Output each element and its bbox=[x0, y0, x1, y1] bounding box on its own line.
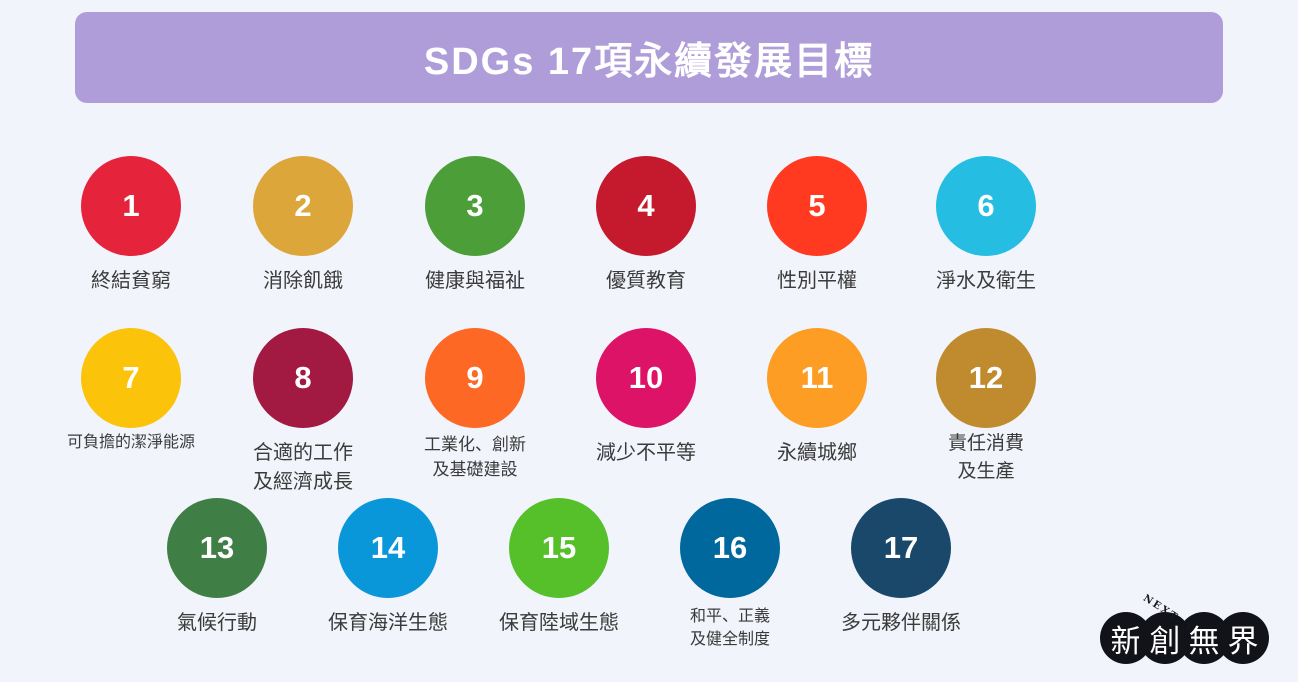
goal-label: 淨水及衛生 bbox=[936, 270, 1036, 292]
goal-number: 2 bbox=[294, 188, 312, 223]
sdg-goal: 8 合適的工作 及經濟成長 bbox=[213, 328, 393, 497]
goal-number: 3 bbox=[466, 188, 484, 223]
header-banner: SDGs 17項永續發展目標 bbox=[75, 12, 1223, 103]
goal-circle: 2 bbox=[253, 156, 353, 256]
brand-logo-character: 無 bbox=[1178, 612, 1230, 664]
goal-circle: 8 bbox=[253, 328, 353, 428]
goal-number: 4 bbox=[637, 188, 655, 223]
goal-circle: 6 bbox=[936, 156, 1036, 256]
page-title: SDGs 17項永續發展目標 bbox=[423, 41, 875, 83]
goal-circle: 11 bbox=[767, 328, 867, 428]
brand-logo-circles: 新創無界 bbox=[1100, 612, 1276, 664]
goal-number: 11 bbox=[800, 360, 834, 395]
sdg-goal: 9 工業化、創新 及基礎建設 bbox=[385, 328, 565, 482]
goal-circle: 5 bbox=[767, 156, 867, 256]
goal-label: 責任消費 及生產 bbox=[947, 433, 1024, 482]
goal-circle: 16 bbox=[680, 498, 780, 598]
sdg-goal: 14 保育海洋生態 bbox=[298, 498, 478, 638]
goal-circle: 12 bbox=[936, 328, 1036, 428]
brand-logo: NEXT. V 新創無界 bbox=[1100, 593, 1276, 668]
goal-label: 工業化、創新 及基礎建設 bbox=[424, 435, 526, 479]
sdg-goal: 10 減少不平等 bbox=[556, 328, 736, 468]
brand-logo-character: 創 bbox=[1139, 612, 1191, 664]
goal-circle: 4 bbox=[596, 156, 696, 256]
goal-number: 17 bbox=[883, 530, 919, 565]
sdg-goal: 6 淨水及衛生 bbox=[896, 156, 1076, 296]
goal-circle: 7 bbox=[81, 328, 181, 428]
sdg-goal: 1 終結貧窮 bbox=[41, 156, 221, 296]
goal-label: 永續城鄉 bbox=[777, 442, 857, 464]
goal-number: 7 bbox=[122, 360, 140, 395]
sdg-goal: 13 氣候行動 bbox=[127, 498, 307, 638]
goal-number: 13 bbox=[199, 530, 235, 565]
goal-circle: 3 bbox=[425, 156, 525, 256]
goal-number: 15 bbox=[541, 530, 577, 565]
goal-label: 消除飢餓 bbox=[263, 270, 343, 292]
goal-label: 合適的工作 及經濟成長 bbox=[253, 442, 353, 493]
goal-circle: 14 bbox=[338, 498, 438, 598]
sdg-goal: 7 可負擔的潔淨能源 bbox=[41, 328, 221, 454]
goal-number: 10 bbox=[628, 360, 664, 395]
goal-circle: 13 bbox=[167, 498, 267, 598]
goal-label: 可負擔的潔淨能源 bbox=[66, 434, 195, 451]
goal-label: 保育陸域生態 bbox=[499, 612, 619, 634]
goal-label: 和平、正義 及健全制度 bbox=[689, 608, 770, 649]
goal-number: 9 bbox=[466, 360, 484, 395]
goal-number: 5 bbox=[808, 188, 826, 223]
goal-label: 多元夥伴關係 bbox=[841, 612, 961, 634]
goal-number: 14 bbox=[370, 530, 406, 565]
goal-label: 優質教育 bbox=[606, 270, 686, 292]
goal-label: 健康與福祉 bbox=[425, 270, 525, 292]
brand-logo-character: 界 bbox=[1217, 612, 1269, 664]
goal-circle: 17 bbox=[851, 498, 951, 598]
sdg-goal: 17 多元夥伴關係 bbox=[811, 498, 991, 638]
goal-circle: 10 bbox=[596, 328, 696, 428]
goal-number: 6 bbox=[977, 188, 995, 223]
sdg-goal: 5 性別平權 bbox=[727, 156, 907, 296]
goal-number: 8 bbox=[294, 360, 312, 395]
goal-number: 12 bbox=[968, 360, 1004, 395]
sdg-goal: 4 優質教育 bbox=[556, 156, 736, 296]
sdg-goal: 2 消除飢餓 bbox=[213, 156, 393, 296]
goal-label: 性別平權 bbox=[777, 270, 857, 292]
sdg-goal: 11 永續城鄉 bbox=[727, 328, 907, 468]
goal-circle: 1 bbox=[81, 156, 181, 256]
goal-circle: 9 bbox=[425, 328, 525, 428]
sdg-goal: 3 健康與福祉 bbox=[385, 156, 565, 296]
goal-circle: 15 bbox=[509, 498, 609, 598]
goal-label: 終結貧窮 bbox=[91, 270, 171, 292]
goal-number: 16 bbox=[712, 530, 748, 565]
goal-label: 保育海洋生態 bbox=[328, 612, 448, 634]
goal-label: 氣候行動 bbox=[177, 612, 257, 634]
sdg-goal: 16 和平、正義 及健全制度 bbox=[640, 498, 820, 651]
sdg-goal: 12 責任消費 及生產 bbox=[896, 328, 1076, 485]
goal-label: 減少不平等 bbox=[596, 442, 696, 464]
sdg-goal: 15 保育陸域生態 bbox=[469, 498, 649, 638]
goal-number: 1 bbox=[122, 188, 140, 223]
